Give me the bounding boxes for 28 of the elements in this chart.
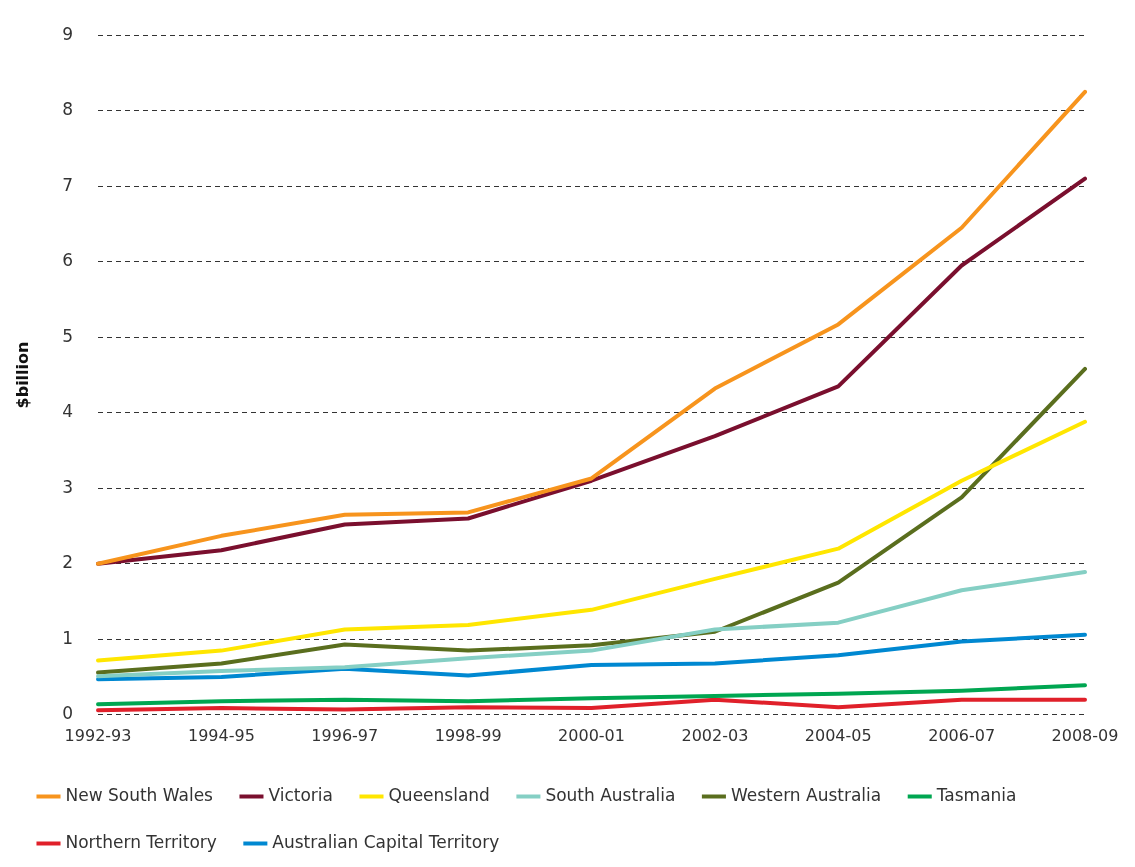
legend-label: Western Australia	[730, 784, 882, 805]
y-tick-label: 7	[62, 174, 74, 195]
y-tick-label: 9	[62, 23, 74, 44]
y-tick-label: 2	[62, 552, 74, 573]
x-tick-label: 2000-01	[558, 725, 625, 745]
legend-label: Australian Capital Territory	[272, 831, 500, 852]
legend-label: Northern Territory	[65, 831, 217, 852]
x-tick-label: 1992-93	[64, 725, 132, 745]
y-tick-label: 3	[62, 476, 74, 497]
legend-label: South Australia	[545, 784, 676, 805]
x-tick-label: 2008-09	[1051, 725, 1119, 745]
legend-label: Queensland	[388, 784, 490, 805]
legend-label: Victoria	[268, 784, 333, 805]
y-tick-label: 4	[62, 401, 74, 422]
x-tick-label: 1996-97	[311, 725, 379, 745]
legend-label: New South Wales	[65, 784, 214, 805]
y-axis-title: $billion	[12, 341, 32, 409]
x-tick-label: 2006-07	[928, 725, 996, 745]
y-tick-label: 8	[62, 99, 74, 120]
y-tick-label: 5	[62, 325, 74, 346]
legend-label: Tasmania	[935, 784, 1017, 805]
x-tick-label: 1994-95	[187, 725, 255, 745]
x-tick-label: 2004-05	[804, 725, 872, 745]
y-tick-label: 6	[62, 250, 74, 271]
x-tick-label: 2002-03	[681, 725, 749, 745]
x-tick-label: 1998-99	[434, 725, 502, 745]
y-tick-label: 1	[62, 627, 74, 648]
y-tick-label: 0	[62, 703, 74, 724]
